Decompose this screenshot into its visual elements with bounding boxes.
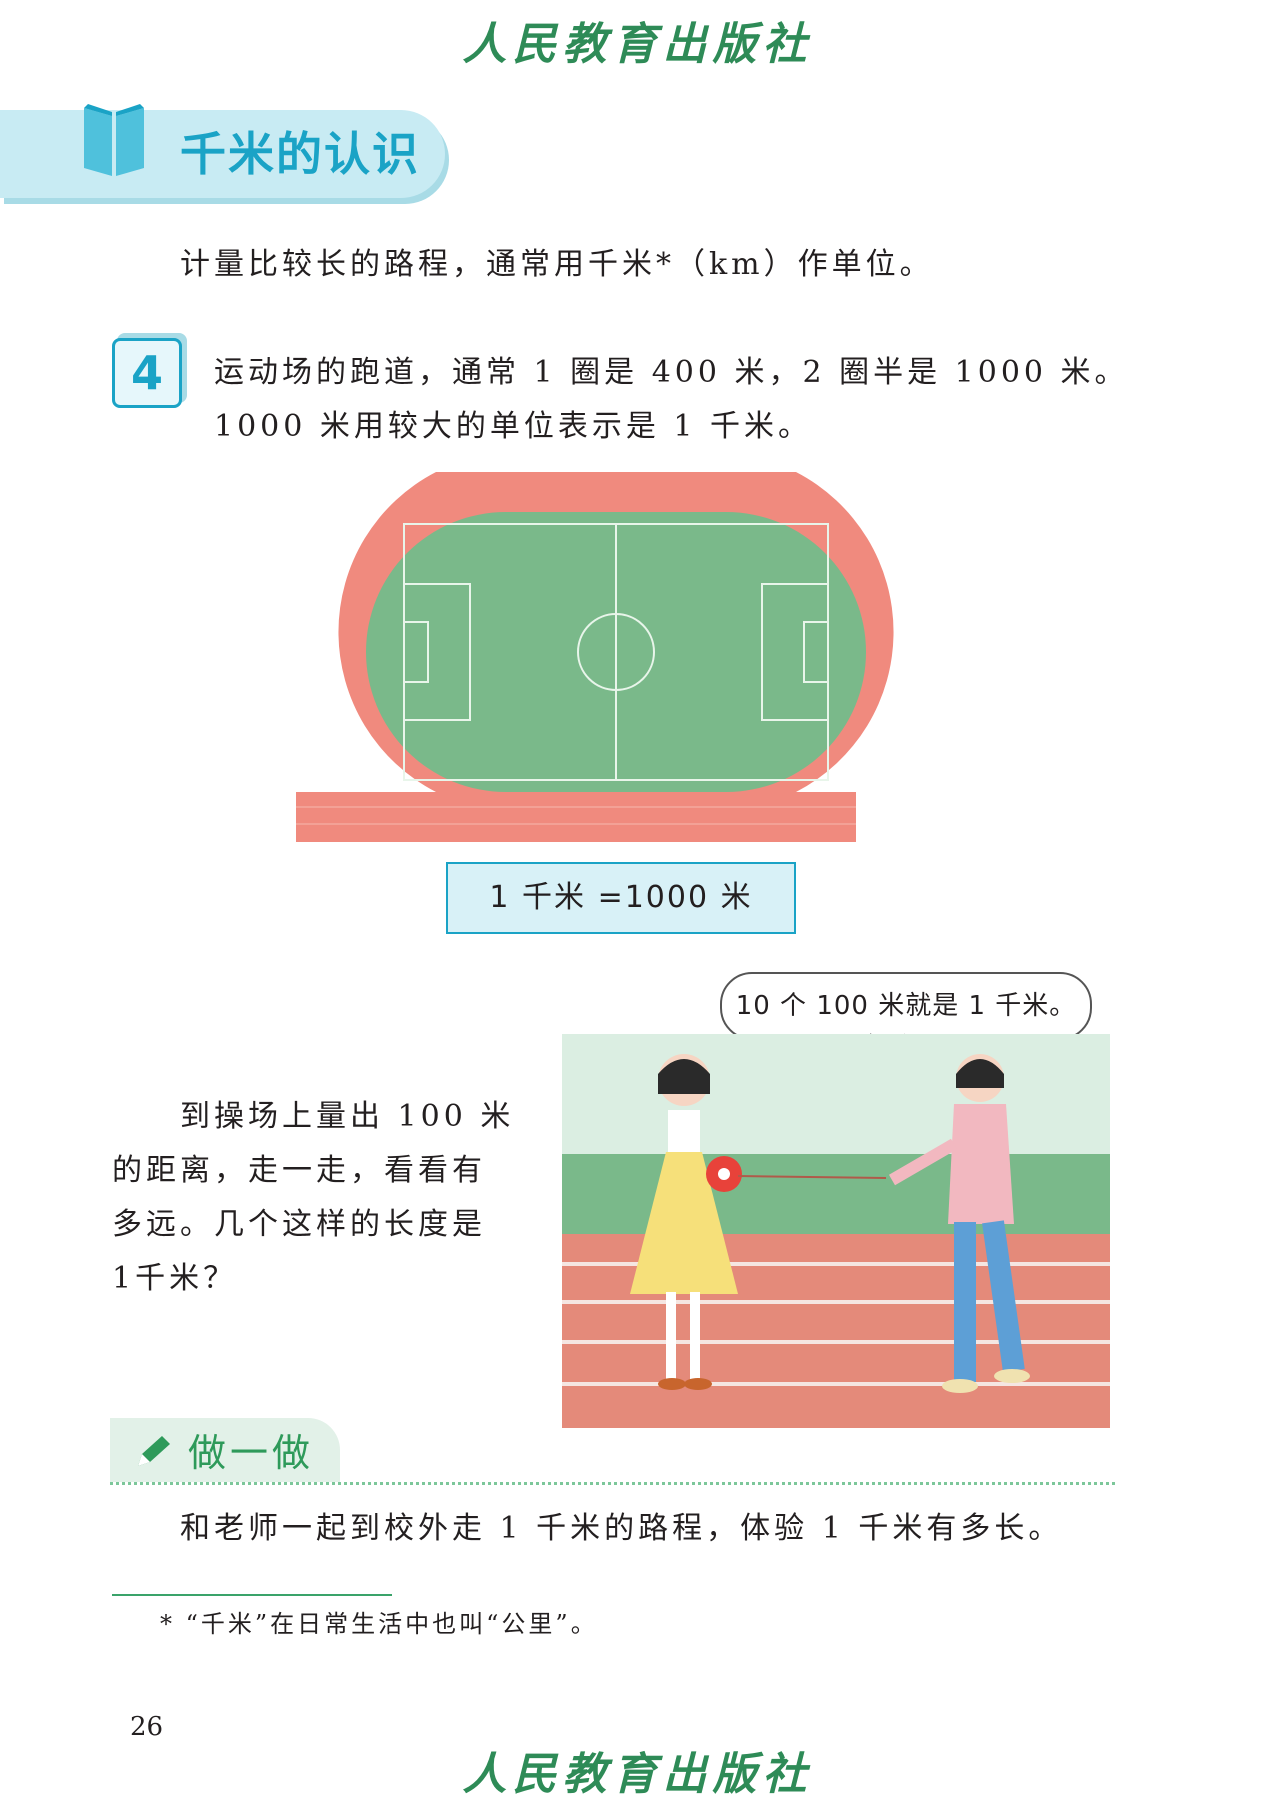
section-title: 千米的认识 (180, 127, 420, 181)
do-it-label: 做一做 (188, 1431, 315, 1475)
footnote-divider (112, 1594, 392, 1596)
example-number-badge: 4 (112, 338, 182, 408)
girl-left (630, 1054, 742, 1390)
book-icon (84, 104, 144, 176)
stadium-illustration (296, 472, 894, 842)
intro-text: 计量比较长的路程，通常用千米*（km）作单位。 (180, 247, 934, 282)
example-line-1: 运动场的跑道，通常 1 圈是 400 米，2 圈半是 1000 米。 (214, 355, 1129, 390)
section-banner (0, 110, 445, 198)
do-it-text: 和老师一起到校外走 1 千米的路程，体验 1 千米有多长。 (180, 1511, 1063, 1546)
activity-line-3: 多远。几个这样的长度是 (112, 1207, 486, 1242)
dotted-divider (110, 1482, 1115, 1485)
page-number: 26 (130, 1712, 164, 1742)
lane-lines (296, 806, 856, 825)
activity-line-4: 1千米？ (112, 1261, 238, 1296)
speech-bubble: 10 个 100 米就是 1 千米。 (720, 972, 1092, 1040)
example-number: 4 (130, 346, 163, 400)
footnote: * “千米”在日常生活中也叫“公里”。 (160, 1610, 598, 1638)
publisher-footer: 人民教育出版社 (462, 1749, 813, 1800)
girl-right (888, 1054, 1030, 1393)
pencil-icon (138, 1436, 170, 1466)
publisher-header: 人民教育出版社 (462, 19, 813, 70)
measuring-illustration (562, 1034, 1110, 1428)
activity-line-2: 的距离，走一走，看看有 (112, 1153, 486, 1188)
activity-line-1: 到操场上量出 100 米 (180, 1099, 515, 1134)
example-line-2: 1000 米用较大的单位表示是 1 千米。 (214, 409, 813, 444)
field-markings (403, 523, 829, 781)
equation-box: 1 千米 =1000 米 (446, 862, 796, 934)
measuring-tape (737, 1175, 887, 1179)
